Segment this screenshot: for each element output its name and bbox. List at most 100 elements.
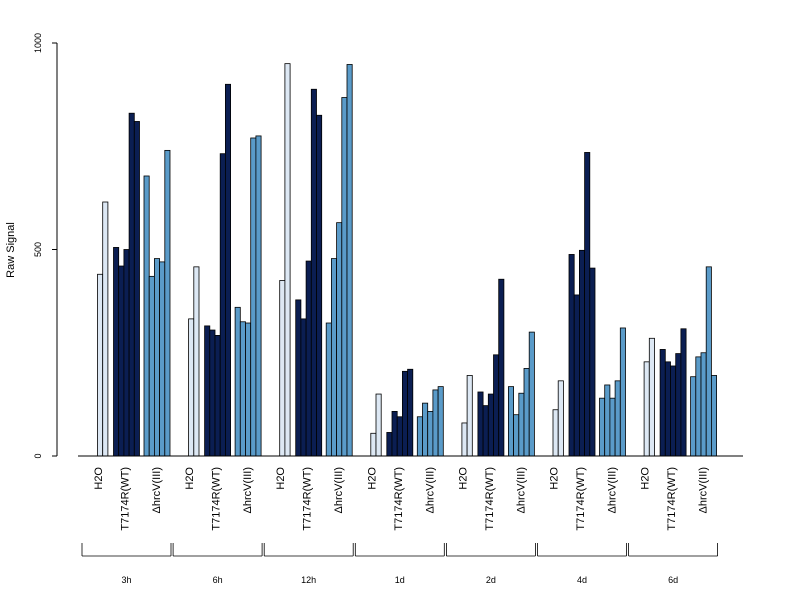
bar <box>482 405 489 457</box>
group-label: 1d <box>395 575 405 585</box>
y-tick-label: 1000 <box>33 33 43 53</box>
bar <box>477 391 484 457</box>
bar <box>316 114 323 457</box>
condition-label: ΔhrcV(III) <box>607 467 619 513</box>
condition-label: H2O <box>275 467 287 490</box>
group-label: 12h <box>301 575 316 585</box>
bar <box>705 266 712 457</box>
bar <box>193 266 200 457</box>
condition-label: T7174R(WT) <box>666 467 678 531</box>
bar <box>659 349 666 457</box>
bar <box>432 389 439 457</box>
bar <box>609 397 616 457</box>
bar <box>346 64 353 457</box>
bar <box>209 329 216 457</box>
bar <box>284 63 291 457</box>
bar <box>341 97 348 457</box>
bar <box>102 201 109 457</box>
condition-label: H2O <box>366 467 378 490</box>
bar <box>416 416 423 457</box>
group-brackets: 3h 6h 12h 1d 2d 4d 6d <box>81 543 718 585</box>
bar <box>711 375 718 457</box>
bar <box>214 335 221 457</box>
bar <box>493 354 500 457</box>
y-axis-label: Raw Signal <box>5 222 17 278</box>
condition-label: T7174R(WT) <box>302 467 314 531</box>
bar <box>690 376 697 457</box>
bar <box>219 153 226 457</box>
group-label: 4d <box>577 575 587 585</box>
y-axis: 0 500 1000 <box>33 33 58 459</box>
bar <box>557 380 564 457</box>
bar <box>330 258 337 457</box>
bar <box>128 112 135 457</box>
group-label: 3h <box>121 575 131 585</box>
bar <box>589 267 596 457</box>
bar <box>300 318 307 457</box>
bar <box>279 280 286 457</box>
bar <box>143 175 150 457</box>
y-tick-label: 0 <box>33 453 43 458</box>
condition-label: ΔhrcV(III) <box>698 467 710 513</box>
bar <box>239 321 246 457</box>
bar <box>164 149 171 457</box>
bar <box>113 247 120 457</box>
bar <box>700 352 707 457</box>
bar <box>245 322 252 457</box>
bar <box>498 278 505 457</box>
bar <box>675 353 682 457</box>
condition-labels: H2O T7174R(WT) ΔhrcV(III) H2O T7174R(WT) Δhrc… <box>93 467 710 531</box>
y-tick-label: 500 <box>33 242 43 257</box>
bar <box>614 380 621 457</box>
bar <box>148 275 155 457</box>
condition-label: H2O <box>640 467 652 490</box>
bar <box>188 318 195 457</box>
group-label: 6h <box>213 575 223 585</box>
bar <box>573 294 580 457</box>
bar <box>386 432 393 457</box>
bar <box>518 392 525 457</box>
bar <box>619 327 626 457</box>
bar <box>401 370 408 457</box>
bar <box>325 322 332 457</box>
condition-label: H2O <box>549 467 561 490</box>
bar <box>695 356 702 457</box>
bar <box>427 410 434 457</box>
bar <box>224 83 231 457</box>
bar <box>255 135 262 457</box>
condition-label: T7174R(WT) <box>393 467 405 531</box>
group-label: 6d <box>668 575 678 585</box>
condition-label: ΔhrcV(III) <box>515 467 527 513</box>
bar <box>159 261 166 457</box>
bar <box>466 375 473 457</box>
condition-label: H2O <box>457 467 469 490</box>
condition-label: ΔhrcV(III) <box>424 467 436 513</box>
bar <box>648 337 655 457</box>
bar <box>664 361 671 457</box>
bar <box>528 331 535 457</box>
bar <box>487 393 494 457</box>
bar <box>422 402 429 457</box>
bar <box>599 397 606 457</box>
bar <box>461 422 468 457</box>
bar <box>250 137 257 457</box>
bar <box>437 386 444 457</box>
bars <box>97 63 718 457</box>
condition-label: T7174R(WT) <box>211 467 223 531</box>
group-label: 2d <box>486 575 496 585</box>
condition-label: H2O <box>93 467 105 490</box>
bar <box>513 414 520 457</box>
bar <box>523 368 530 457</box>
bar <box>97 273 104 457</box>
bar <box>568 254 575 457</box>
bar <box>375 393 382 457</box>
bar <box>204 325 211 457</box>
bar <box>118 265 125 457</box>
condition-label: ΔhrcV(III) <box>242 467 254 513</box>
bar <box>295 299 302 457</box>
bar <box>336 222 343 457</box>
bar <box>584 152 591 457</box>
condition-label: H2O <box>184 467 196 490</box>
bar <box>604 384 611 457</box>
